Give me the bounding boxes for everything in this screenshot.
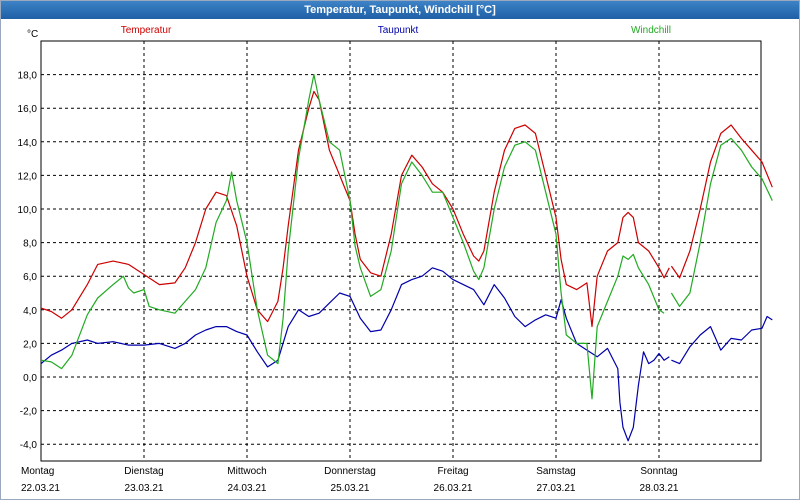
- x-tick-date: 22.03.21: [21, 483, 60, 494]
- window-title: Temperatur, Taupunkt, Windchill [°C]: [1, 1, 799, 19]
- line-segment-dewpoint: [671, 315, 773, 365]
- legend-windchill: Windchill: [631, 25, 671, 36]
- y-axis-label: °C: [27, 29, 38, 40]
- x-tick-weekday: Freitag: [437, 466, 468, 477]
- legend-temperature: Temperatur: [121, 25, 172, 36]
- line-segment-temperature: [40, 90, 670, 328]
- x-tick-weekday: Dienstag: [124, 466, 163, 477]
- y-tick-label: 14,0: [18, 138, 38, 149]
- y-tick-label: 4,0: [23, 306, 37, 317]
- series-dewpoint: [40, 267, 773, 442]
- y-tick-label: 6,0: [23, 272, 37, 283]
- y-tick-label: 10,0: [18, 205, 38, 216]
- x-tick-weekday: Sonntag: [640, 466, 677, 477]
- line-segment-windchill: [40, 73, 665, 400]
- x-tick-date: 24.03.21: [228, 483, 267, 494]
- y-tick-label: 0,0: [23, 373, 37, 384]
- chart-area: Temperatur Taupunkt Windchill -4,0 -2,0 0,0 2…: [1, 19, 799, 499]
- y-tick-label: 12,0: [18, 171, 38, 182]
- y-tick-label: 18,0: [18, 71, 38, 82]
- line-segment-windchill: [670, 137, 773, 307]
- x-tick-weekday: Donnerstag: [324, 466, 376, 477]
- x-tick-date: 28.03.21: [640, 483, 679, 494]
- x-tick-weekday: Mittwoch: [227, 466, 266, 477]
- plot-frame: [40, 40, 762, 462]
- y-tick-label: 16,0: [18, 104, 38, 115]
- x-tick-date: 23.03.21: [125, 483, 164, 494]
- x-tick-weekday: Montag: [21, 466, 54, 477]
- x-tick-date: 25.03.21: [331, 483, 370, 494]
- y-tick-label: -4,0: [20, 440, 38, 451]
- legend-dewpoint: Taupunkt: [378, 25, 419, 36]
- x-tick-weekday: Samstag: [536, 466, 575, 477]
- y-tick-label: 8,0: [23, 239, 37, 250]
- line-chart: Temperatur Taupunkt Windchill -4,0 -2,0 0,0 2…: [18, 25, 773, 494]
- series-temperature: [40, 90, 773, 328]
- x-tick-date: 27.03.21: [537, 483, 576, 494]
- y-tick-label: 2,0: [23, 339, 37, 350]
- series-windchill: [40, 73, 773, 400]
- y-tick-label: -2,0: [20, 407, 38, 418]
- x-tick-date: 26.03.21: [434, 483, 473, 494]
- line-segment-dewpoint: [40, 267, 670, 442]
- line-segment-temperature: [670, 124, 773, 279]
